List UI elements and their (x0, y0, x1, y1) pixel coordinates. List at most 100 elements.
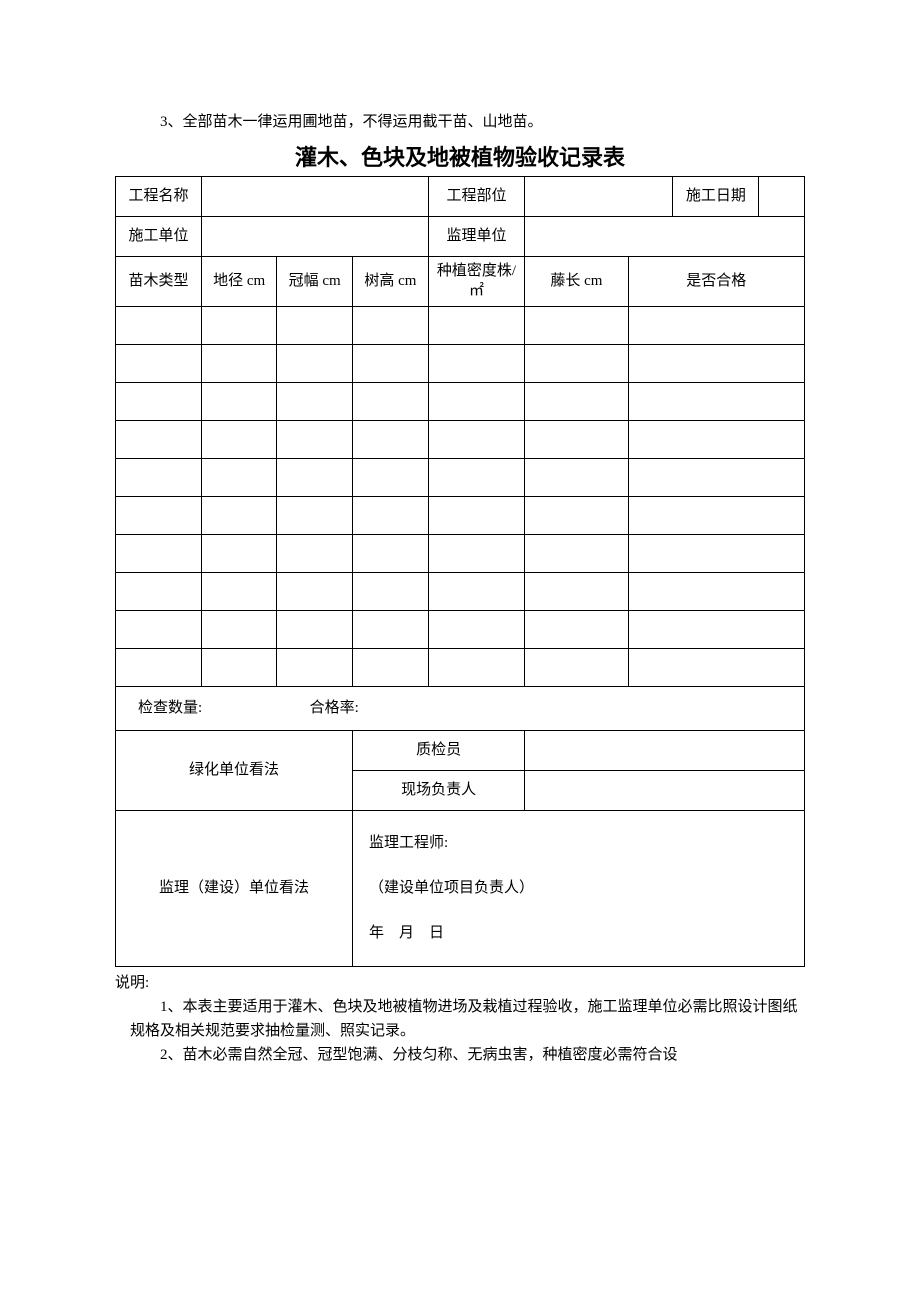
table-cell (116, 306, 202, 344)
table-cell (428, 534, 524, 572)
table-cell (428, 306, 524, 344)
notes-section: 说明: 1、本表主要适用于灌木、色块及地被植物进场及栽植过程验收，施工监理单位必… (115, 971, 805, 1067)
table-row (116, 534, 805, 572)
table-cell (628, 572, 804, 610)
form-title: 灌木、色块及地被植物验收记录表 (115, 140, 805, 172)
label-construction-unit: 施工单位 (116, 217, 202, 257)
table-row (116, 306, 805, 344)
table-cell (428, 420, 524, 458)
value-site-manager (525, 770, 805, 810)
table-cell (353, 382, 429, 420)
supervisor-engineer: 监理工程师: (369, 835, 448, 851)
label-site-manager: 现场负责人 (353, 770, 525, 810)
table-row (116, 648, 805, 686)
table-row (116, 496, 805, 534)
note-item: 2、苗木必需自然全冠、冠型饱满、分枝匀称、无病虫害，种植密度必需符合设 (130, 1043, 805, 1067)
table-cell (628, 306, 804, 344)
col-crown-width: 冠幅 cm (277, 257, 353, 307)
table-cell (116, 420, 202, 458)
summary-cell: 检查数量: 合格率: (116, 686, 805, 730)
label-project-name: 工程名称 (116, 177, 202, 217)
col-seedling-type: 苗木类型 (116, 257, 202, 307)
table-cell (353, 306, 429, 344)
table-cell (525, 496, 628, 534)
value-project-name (202, 177, 429, 217)
table-cell (116, 610, 202, 648)
date-field: 年 月 日 (369, 911, 444, 956)
table-cell (202, 496, 277, 534)
value-qc (525, 730, 805, 770)
pre-text: 3、全部苗木一律运用圃地苗，不得运用截干苗、山地苗。 (130, 110, 805, 134)
table-cell (277, 534, 353, 572)
table-cell (525, 534, 628, 572)
label-greening-unit: 绿化单位看法 (116, 730, 353, 810)
table-cell (428, 648, 524, 686)
table-cell (202, 382, 277, 420)
row-column-headers: 苗木类型 地径 cm 冠幅 cm 树高 cm 种植密度株/㎡ 藤长 cm 是否合… (116, 257, 805, 307)
table-cell (202, 306, 277, 344)
table-cell (353, 572, 429, 610)
table-cell (628, 458, 804, 496)
table-cell (277, 458, 353, 496)
table-cell (116, 534, 202, 572)
table-cell (428, 458, 524, 496)
label-supervision-unit: 监理单位 (428, 217, 524, 257)
project-manager: （建设单位项目负责人） (369, 880, 534, 896)
col-vine-length: 藤长 cm (525, 257, 628, 307)
col-tree-height: 树高 cm (353, 257, 429, 307)
table-cell (202, 534, 277, 572)
table-cell (116, 572, 202, 610)
table-cell (628, 344, 804, 382)
table-cell (202, 458, 277, 496)
table-cell (116, 382, 202, 420)
table-row (116, 344, 805, 382)
label-project-part: 工程部位 (428, 177, 524, 217)
table-cell (525, 420, 628, 458)
table-cell (116, 458, 202, 496)
table-cell (525, 648, 628, 686)
row-greening-qc: 绿化单位看法 质检员 (116, 730, 805, 770)
table-cell (428, 610, 524, 648)
table-cell (353, 534, 429, 572)
row-construction-unit: 施工单位 监理单位 (116, 217, 805, 257)
table-row (116, 572, 805, 610)
table-cell (525, 344, 628, 382)
value-construction-unit (202, 217, 429, 257)
table-row (116, 382, 805, 420)
table-cell (428, 382, 524, 420)
pass-rate-label: 合格率: (310, 700, 359, 716)
table-cell (628, 610, 804, 648)
table-cell (202, 572, 277, 610)
table-cell (525, 458, 628, 496)
table-cell (428, 572, 524, 610)
table-cell (277, 344, 353, 382)
table-cell (353, 496, 429, 534)
table-cell (277, 420, 353, 458)
table-cell (116, 496, 202, 534)
supervision-content: 监理工程师: （建设单位项目负责人） 年 月 日 (353, 810, 805, 966)
table-cell (525, 610, 628, 648)
table-cell (353, 420, 429, 458)
table-cell (628, 648, 804, 686)
table-cell (202, 344, 277, 382)
table-cell (202, 610, 277, 648)
table-cell (353, 458, 429, 496)
table-cell (628, 496, 804, 534)
col-planting-density: 种植密度株/㎡ (428, 257, 524, 307)
value-supervision-unit (525, 217, 805, 257)
table-cell (428, 496, 524, 534)
table-cell (202, 648, 277, 686)
table-cell (353, 648, 429, 686)
table-cell (525, 572, 628, 610)
table-row (116, 420, 805, 458)
table-cell (628, 534, 804, 572)
notes-head: 说明: (115, 971, 805, 995)
table-cell (428, 344, 524, 382)
table-cell (277, 610, 353, 648)
table-cell (353, 610, 429, 648)
table-cell (116, 344, 202, 382)
label-supervision-construction: 监理（建设）单位看法 (116, 810, 353, 966)
note-item: 1、本表主要适用于灌木、色块及地被植物进场及栽植过程验收，施工监理单位必需比照设… (130, 995, 805, 1043)
label-qc: 质检员 (353, 730, 525, 770)
value-construction-date (759, 177, 805, 217)
